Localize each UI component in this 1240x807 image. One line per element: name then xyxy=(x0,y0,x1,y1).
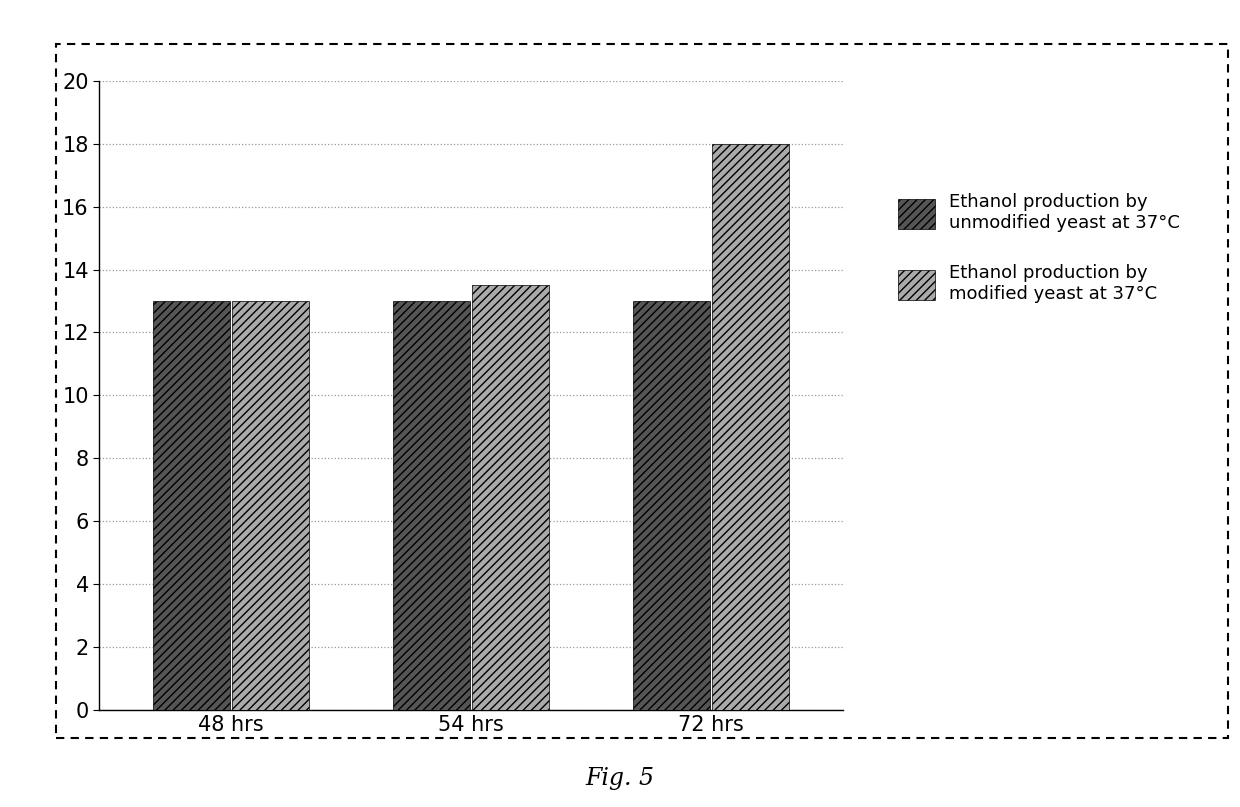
Text: Fig. 5: Fig. 5 xyxy=(585,767,655,790)
Bar xyxy=(472,285,549,710)
Bar xyxy=(232,301,309,710)
Bar xyxy=(713,144,789,710)
Bar xyxy=(634,301,711,710)
Legend: Ethanol production by
unmodified yeast at 37°C, Ethanol production by
modified y: Ethanol production by unmodified yeast a… xyxy=(889,184,1189,312)
Bar xyxy=(393,301,470,710)
Bar xyxy=(154,301,229,710)
